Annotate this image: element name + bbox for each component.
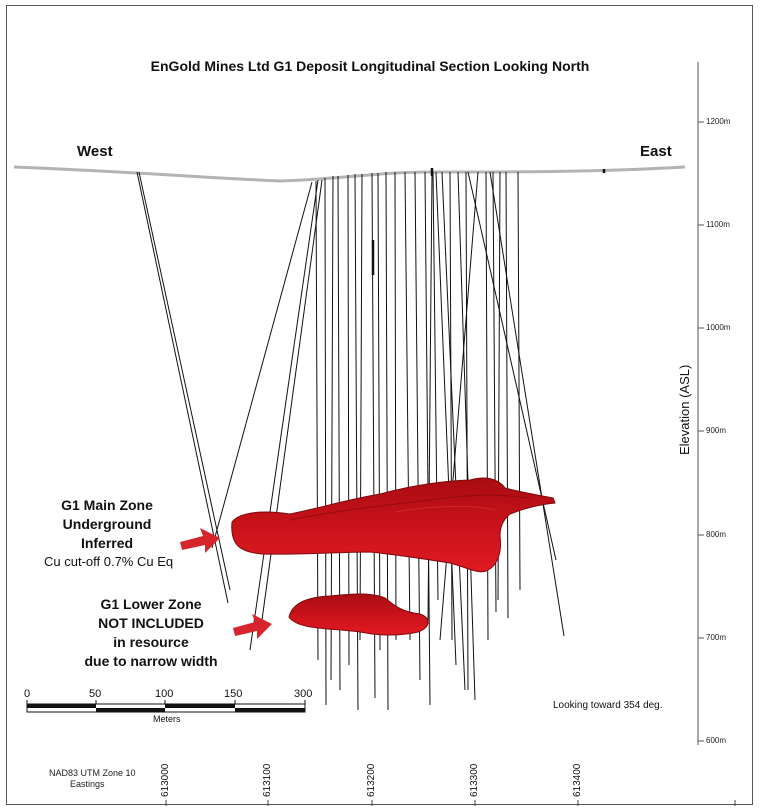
elev-tick-1200: 1200m <box>706 117 731 126</box>
main-zone-line1: G1 Main Zone <box>61 497 153 513</box>
east-label: East <box>640 143 672 160</box>
scale-tick-300: 300 <box>294 688 313 700</box>
lower-zone-line4: due to narrow width <box>84 653 218 669</box>
lower-zone-line2: NOT INCLUDED <box>98 615 204 631</box>
main-zone-orebody <box>231 477 556 573</box>
elev-tick-1100: 1100m <box>706 220 730 229</box>
elev-tick-600: 600m <box>706 736 727 745</box>
view-direction-note: Looking toward 354 deg. <box>553 700 663 711</box>
elev-tick-700: 700m <box>706 633 727 642</box>
zone-arrows <box>180 528 272 639</box>
scale-unit: Meters <box>153 714 181 724</box>
scale-tick-100: 100 <box>155 688 174 700</box>
easting-axis-ticks <box>165 800 736 806</box>
main-zone-cutoff: Cu cut-off 0.7% Cu Eq <box>44 554 174 569</box>
main-zone-line3: Inferred <box>80 535 134 551</box>
main-zone-label: G1 Main Zone Underground Inferred <box>52 496 162 553</box>
elev-tick-1000: 1000m <box>706 323 731 332</box>
figure-title: EnGold Mines Ltd G1 Deposit Longitudinal… <box>150 58 590 74</box>
easting-tick-613100: 613100 <box>262 763 273 797</box>
datum-line2: Eastings <box>70 779 105 789</box>
west-label: West <box>77 143 113 160</box>
lower-zone-line1: G1 Lower Zone <box>100 596 202 612</box>
elev-tick-900: 900m <box>706 426 727 435</box>
ground-surface <box>13 165 686 183</box>
elevation-axis <box>697 62 704 745</box>
elevation-axis-label: Elevation (ASL) <box>677 364 692 455</box>
lower-zone-label: G1 Lower Zone NOT INCLUDED in resource d… <box>76 595 226 671</box>
easting-tick-613000: 613000 <box>160 763 171 797</box>
scale-tick-50: 50 <box>89 688 102 700</box>
scale-bar-graphic <box>26 700 306 713</box>
datum-line1: NAD83 UTM Zone 10 <box>49 768 136 778</box>
easting-tick-613200: 613200 <box>366 763 377 797</box>
easting-tick-613300: 613300 <box>469 763 480 797</box>
figure-frame <box>6 5 753 805</box>
lower-zone-orebody <box>288 593 429 636</box>
scale-tick-0: 0 <box>24 688 31 700</box>
easting-tick-613400: 613400 <box>572 763 583 797</box>
scale-tick-150: 150 <box>224 688 243 700</box>
elev-tick-800: 800m <box>706 530 727 539</box>
lower-zone-line3: in resource <box>113 634 189 650</box>
main-zone-line2: Underground <box>62 516 152 532</box>
